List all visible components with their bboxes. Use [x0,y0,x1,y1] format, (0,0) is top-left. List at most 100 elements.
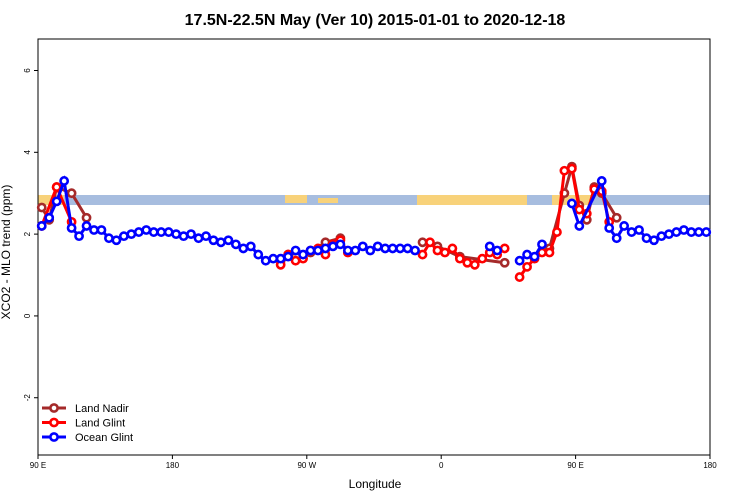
data-point [305,245,316,256]
data-point [357,241,368,252]
legend-label: Land Nadir [75,403,129,415]
data-point [611,233,622,244]
data-point [626,227,637,237]
x-tick-label: 90 E [30,461,46,470]
data-point [36,221,47,231]
y-tick-label: 0 [23,313,32,318]
data-point [447,243,458,254]
legend-marker [49,417,59,428]
data-point [216,237,226,248]
data-point [387,243,398,254]
data-point [320,243,331,254]
data-point [313,245,323,256]
data-point [126,229,137,240]
data-point [477,253,488,264]
data-point [402,243,413,254]
data-point [260,255,271,266]
data-point [619,221,630,231]
x-tick-label: 180 [166,461,180,470]
data-point [552,227,562,237]
data-point [89,225,99,235]
data-point [96,225,107,235]
data-point [193,233,204,244]
data-point [611,212,622,223]
data-point [44,212,55,223]
data-point [410,245,420,256]
data-point [566,163,577,174]
legend-label: Land Glint [75,418,125,430]
y-tick-label: -2 [23,394,32,402]
x-axis-label: Longitude [349,477,402,491]
legend-marker [49,432,59,442]
data-point [178,231,189,242]
data-point [656,231,667,242]
data-point [36,202,47,213]
data-point [51,182,62,192]
data-point [238,243,249,254]
data-point [74,231,84,242]
y-tick-label: 6 [23,68,32,73]
data-point [678,225,689,235]
data-point [417,237,428,248]
data-point [283,251,294,262]
data-point [529,251,540,262]
data-point [163,227,174,237]
data-point [298,249,308,260]
data-point [514,255,525,266]
data-point [417,249,428,260]
data-point [81,221,92,231]
data-point [380,243,391,254]
data-point [342,245,353,256]
chart-title: 17.5N-22.5N May (Ver 10) 2015-01-01 to 2… [185,12,566,29]
plot-frame [37,38,711,456]
data-point [223,235,234,246]
data-point [604,223,615,233]
data-point [201,231,211,242]
data-point [469,259,480,270]
data-point [111,235,122,246]
data-point [104,233,114,244]
data-point [641,233,652,244]
data-point [230,239,241,250]
x-tick-label: 90 W [297,461,316,470]
x-tick-label: 90 E [567,461,583,470]
data-point [253,249,264,260]
data-point [664,229,674,240]
data-point [574,221,585,231]
data-point [544,247,555,258]
data-point [701,227,712,237]
data-point [133,227,144,237]
data-point [275,253,286,264]
data-point [118,231,129,242]
data-point [492,245,503,256]
data-point [522,261,532,272]
data-point [514,272,525,282]
data-point [245,241,256,252]
data-point [499,257,510,268]
x-tick-label: 0 [439,461,444,470]
data-point [290,255,301,266]
data-point [499,243,510,254]
data-point [171,229,182,240]
data-point [335,239,346,250]
data-point [522,249,532,260]
data-point [596,176,607,186]
x-tick-label: 180 [703,461,717,470]
data-point [686,227,697,237]
data-point [141,225,152,235]
data-point [186,229,196,240]
data-point [290,245,301,256]
y-axis-label: XCO2 - MLO trend (ppm) [0,185,13,320]
data-point [671,227,682,237]
legend-label: Ocean Glint [75,432,133,444]
data-point [693,227,704,237]
data-point [208,235,219,246]
y-tick-label: 4 [23,150,32,155]
data-point [350,245,361,256]
y-tick-label: 2 [23,231,32,236]
data-point [66,188,77,199]
data-point [328,241,338,252]
data-point [156,227,167,237]
legend-marker [49,403,59,413]
